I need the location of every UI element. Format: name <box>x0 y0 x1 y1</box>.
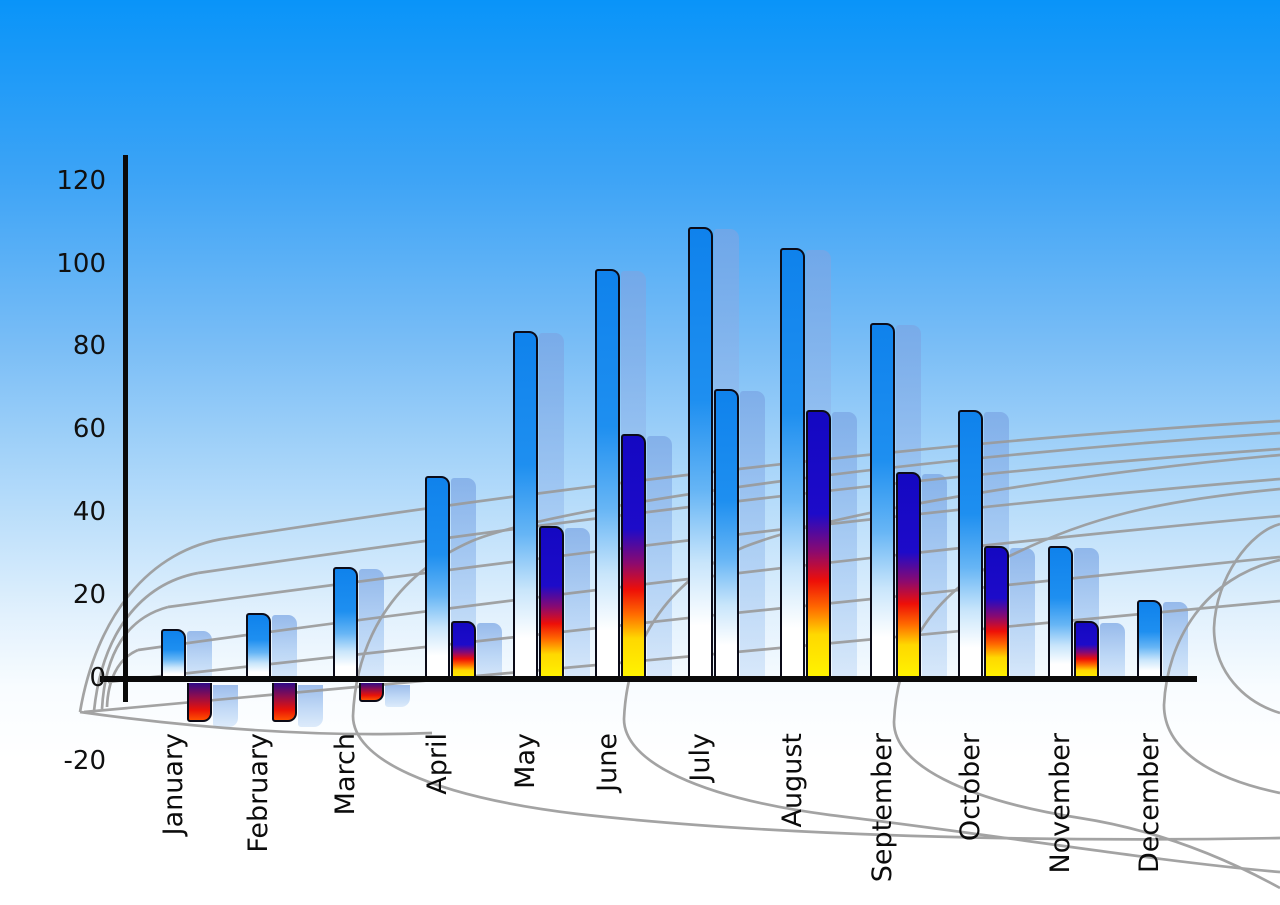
bar-shadow-september-series2 <box>922 474 947 682</box>
y-tick-label-60: 60 <box>72 414 106 444</box>
month-label-october: October <box>955 733 986 842</box>
bar-shadow-november-series2 <box>1100 623 1125 682</box>
bar-january-series1 <box>161 629 186 680</box>
month-label-june: June <box>592 733 623 792</box>
bar-may-series2 <box>539 526 564 680</box>
bar-july-series2 <box>714 389 739 680</box>
y-tick-label-40: 40 <box>72 497 106 527</box>
bar-shadow-april-series2 <box>477 623 502 682</box>
month-label-september: September <box>867 733 898 883</box>
bar-may-series1 <box>513 331 538 680</box>
y-tick-label-80: 80 <box>72 331 106 361</box>
month-label-november: November <box>1045 733 1076 874</box>
bar-august-series2 <box>806 410 831 680</box>
bar-shadow-march-series1 <box>359 569 384 682</box>
y-axis-line <box>123 155 128 702</box>
y-tick-label-120: 120 <box>56 166 106 196</box>
grid-line <box>167 477 1280 609</box>
month-label-april: April <box>422 733 453 795</box>
y-tick-label-100: 100 <box>56 249 106 279</box>
y-tick-label--20: -20 <box>63 746 106 776</box>
bar-february-series1 <box>246 613 271 680</box>
month-label-february: February <box>243 733 274 853</box>
bar-april-series2 <box>451 621 476 680</box>
month-label-august: August <box>777 733 808 828</box>
bar-february-series2 <box>272 683 297 722</box>
grid-rib <box>892 487 1280 890</box>
grid-rib <box>351 431 1280 841</box>
bar-shadow-december-series1 <box>1163 602 1188 682</box>
bar-march-series2 <box>359 683 384 702</box>
bar-november-series2 <box>1074 621 1099 680</box>
grid-rib <box>1212 522 1280 715</box>
bar-shadow-october-series2 <box>1010 548 1035 682</box>
bar-october-series1 <box>958 410 983 680</box>
bar-november-series1 <box>1048 546 1073 680</box>
y-tick-label-20: 20 <box>72 580 106 610</box>
bar-june-series2 <box>621 434 646 680</box>
grid-arc <box>100 605 169 710</box>
bar-shadow-july-series2 <box>740 391 765 682</box>
grid-arc <box>105 648 139 708</box>
bar-shadow-january-series2 <box>213 685 238 727</box>
x-axis-zero-line <box>100 676 1197 682</box>
grid-line <box>83 599 1280 714</box>
bar-december-series1 <box>1137 600 1162 680</box>
bar-march-series1 <box>333 567 358 680</box>
bar-august-series1 <box>780 248 805 680</box>
month-label-march: March <box>330 733 361 816</box>
month-label-january: January <box>158 733 189 836</box>
bar-january-series2 <box>187 683 212 722</box>
grid-arc <box>78 536 229 713</box>
bar-september-series1 <box>870 323 895 680</box>
month-label-may: May <box>510 733 541 789</box>
bar-shadow-february-series1 <box>272 615 297 682</box>
grid-line <box>79 710 433 736</box>
bar-september-series2 <box>896 472 921 680</box>
bar-july-series1 <box>688 227 713 680</box>
month-label-july: July <box>685 733 716 782</box>
bar-june-series1 <box>595 269 620 680</box>
y-tick-label-0: 0 <box>89 663 106 693</box>
bar-april-series1 <box>425 476 450 680</box>
bar-october-series2 <box>984 546 1009 680</box>
month-label-december: December <box>1134 733 1165 874</box>
bar-shadow-march-series2 <box>385 685 410 707</box>
grid-rib <box>622 453 1280 874</box>
